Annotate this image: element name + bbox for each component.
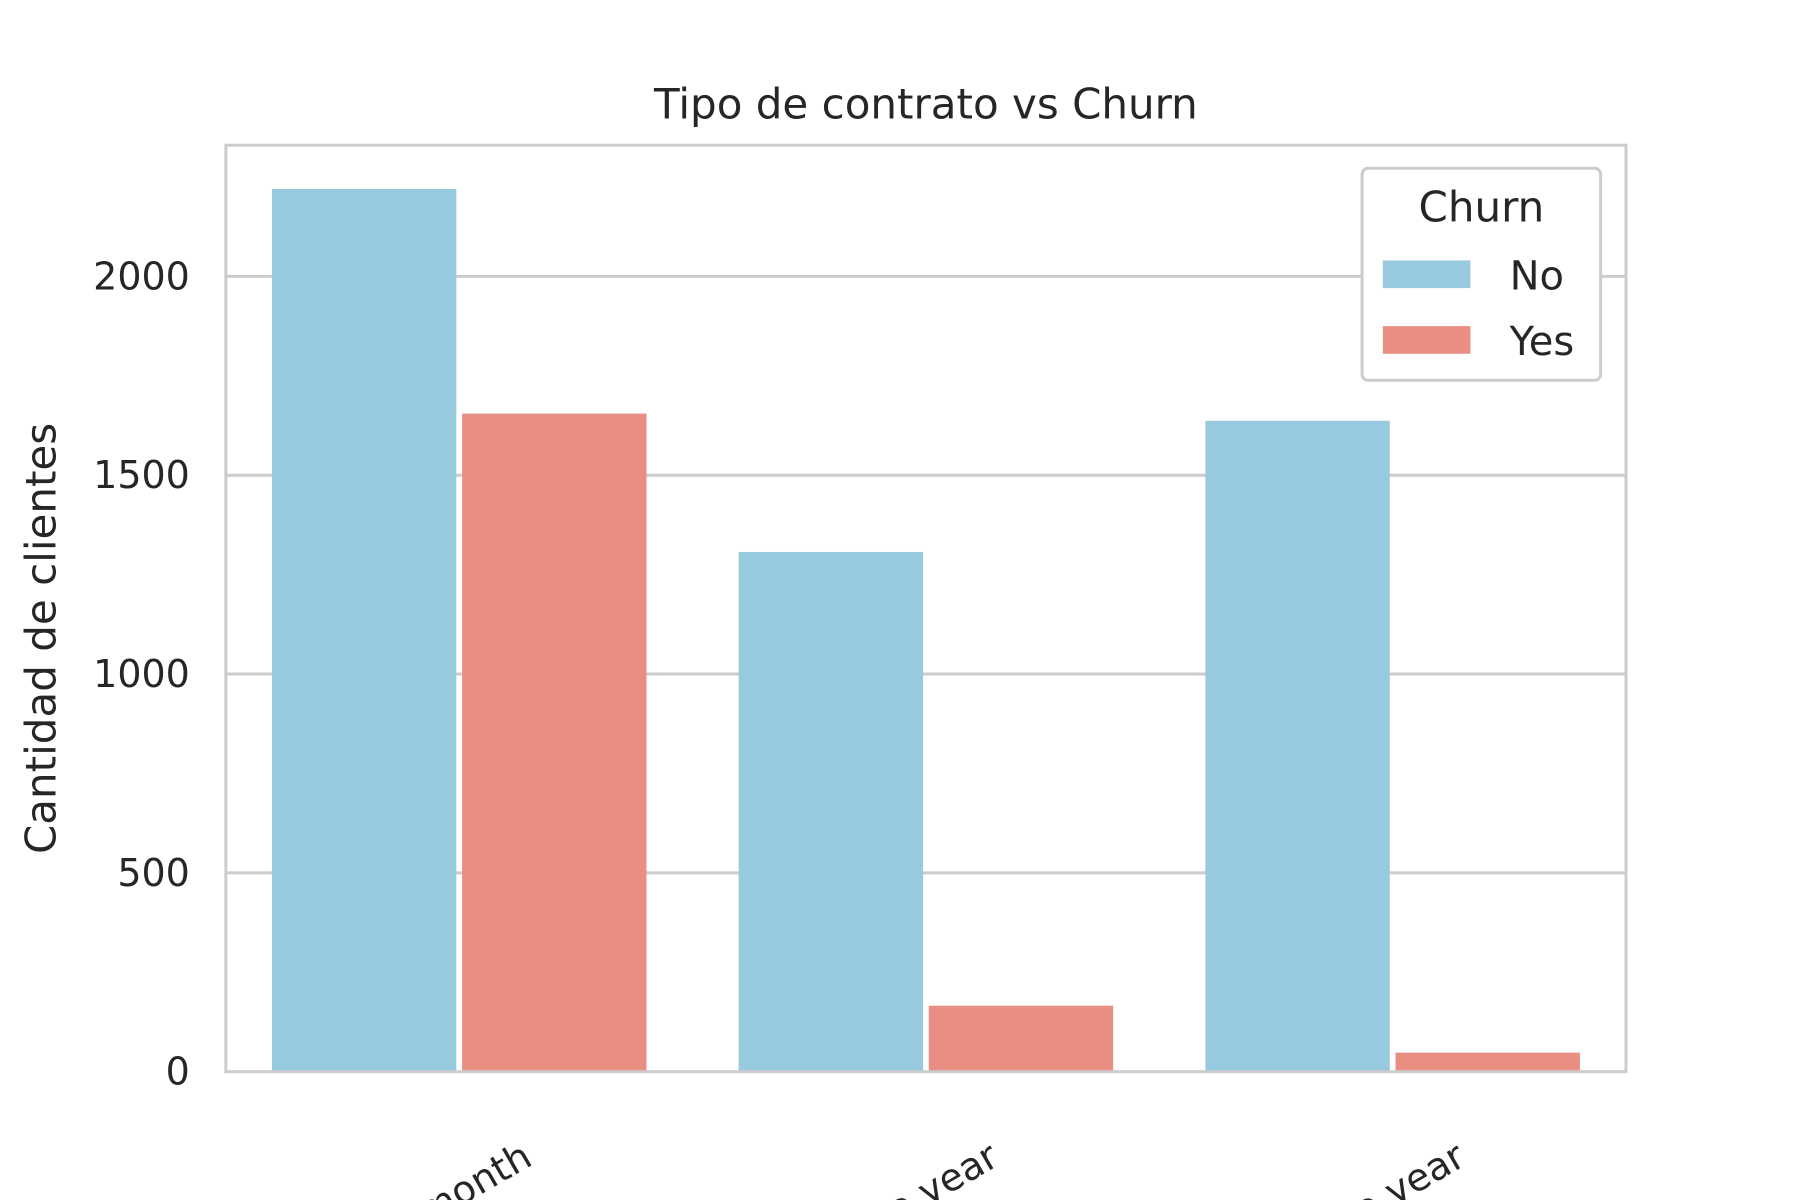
bar-yes-1 (462, 413, 647, 1072)
y-tick-label: 500 (117, 851, 190, 895)
legend: Churn No Yes (1360, 166, 1603, 382)
gridlines (225, 274, 1626, 875)
legend-items: No Yes (1382, 253, 1575, 365)
legend-label-no: No (1510, 253, 1564, 299)
y-tick-labels: 0 500 1000 1500 2000 (93, 254, 190, 1093)
chart-title: Tipo de contrato vs Churn (653, 80, 1198, 129)
bars (271, 188, 1580, 1072)
y-tick-label: 1500 (93, 453, 190, 497)
y-axis-label: Cantidad de clientes (16, 423, 65, 854)
y-tick-label: 2000 (93, 254, 190, 298)
y-tick-label: 1000 (93, 652, 190, 696)
bar-no-2 (738, 551, 924, 1072)
legend-swatch-no (1382, 260, 1471, 289)
bar-yes-2 (928, 1005, 1114, 1072)
legend-title: Churn (1419, 182, 1545, 231)
legend-label-yes: Yes (1509, 319, 1575, 365)
bar-no-1 (271, 188, 457, 1072)
bar-no-3 (1205, 420, 1390, 1072)
legend-swatch-yes (1382, 326, 1471, 354)
axes-frame (224, 143, 1628, 1074)
y-tick-label: 0 (166, 1050, 190, 1094)
bar-yes-3 (1395, 1052, 1580, 1072)
